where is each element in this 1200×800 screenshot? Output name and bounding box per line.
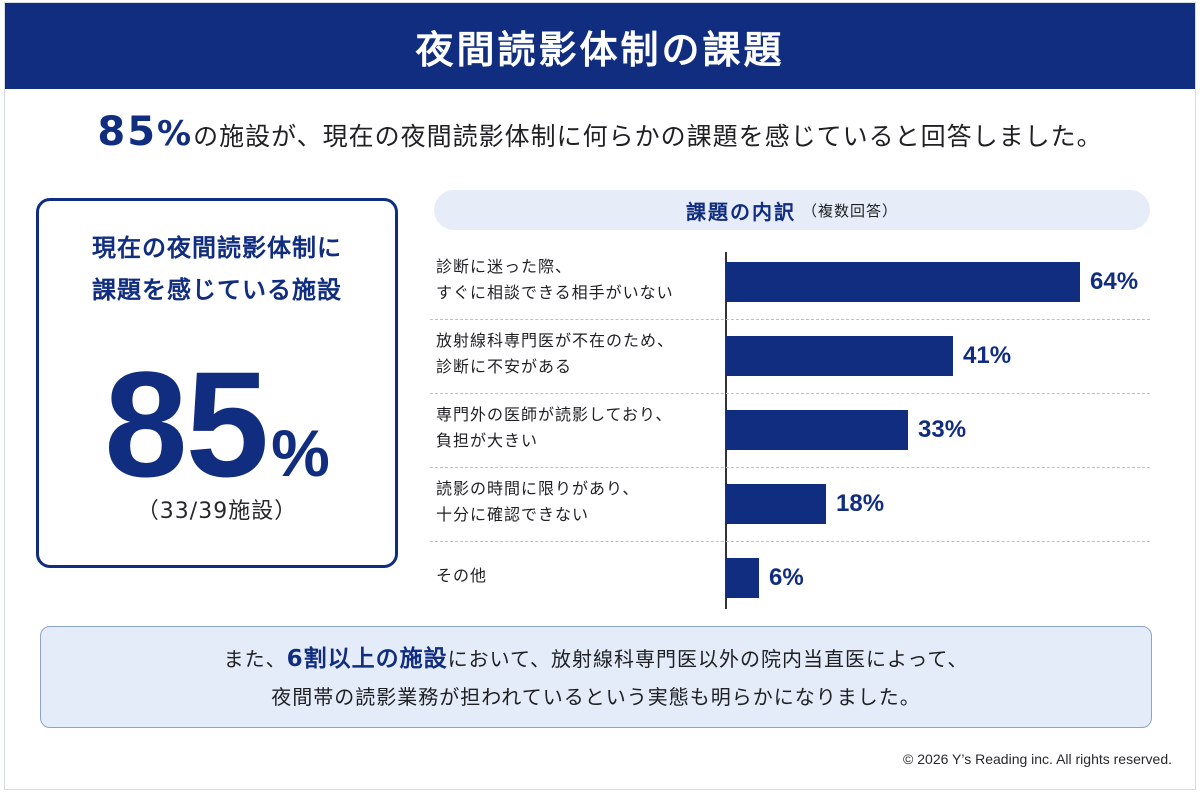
bar-value-label: 64% [1090, 268, 1139, 295]
category-label-line: 十分に確認できない [436, 505, 590, 524]
page-header: 夜間読影体制の課題 [5, 3, 1195, 89]
summary-number-pct: % [271, 416, 330, 490]
bar [726, 558, 759, 598]
summary-title: 現在の夜間読影体制に 課題を感じている施設 [39, 227, 395, 311]
summary-box: 現在の夜間読影体制に 課題を感じている施設 85% （33/39施設） [36, 198, 398, 568]
bar-value-label: 41% [963, 342, 1012, 369]
category-label: 放射線科専門医が不在のため、 診断に不安がある [436, 328, 726, 380]
category-label-line: 診断に不安がある [436, 357, 573, 376]
bar [726, 410, 908, 450]
summary-subtext: （33/39施設） [136, 499, 298, 524]
category-label: 読影の時間に限りがあり、 十分に確認できない [436, 476, 726, 528]
summary-number-value: 85 [104, 340, 269, 508]
category-label-line: 読影の時間に限りがあり、 [436, 479, 640, 498]
conclusion-note: また、6割以上の施設において、放射線科専門医以外の院内当直医によって、 夜間帯の… [40, 626, 1152, 728]
note-mid: において、放射線科専門医以外の院内当直医によって、 [447, 647, 969, 671]
bar [726, 262, 1080, 302]
lead-big-number: 85 [97, 109, 158, 155]
summary-title-line1: 現在の夜間読影体制に [92, 234, 342, 262]
category-label: その他 [436, 563, 726, 589]
breakdown-title: 課題の内訳 [685, 199, 796, 224]
category-label: 診断に迷った際、すぐに相談できる相手がいない [436, 254, 726, 306]
bar [726, 336, 953, 376]
lead-statement: 85%の施設が、現在の夜間読影体制に何らかの課題を感じていると回答しました。 [0, 110, 1200, 159]
breakdown-subtitle: （複数回答） [801, 201, 898, 220]
category-label-line: その他 [436, 566, 488, 585]
row-divider [430, 393, 1150, 394]
row-divider [430, 467, 1150, 468]
copyright: © 2026 Y’s Reading inc. All rights reser… [903, 751, 1172, 767]
category-label-line: 放射線科専門医が不在のため、 [436, 331, 675, 350]
category-label: 専門外の医師が読影しており、 負担が大きい [436, 402, 726, 454]
category-label-line: 診断に迷った際、 [436, 257, 573, 276]
note-line1: また、6割以上の施設において、放射線科専門医以外の院内当直医によって、 [41, 640, 1151, 678]
category-label-line: 専門外の医師が読影しており、 [436, 405, 673, 424]
lead-text: の施設が、現在の夜間読影体制に何らかの課題を感じていると回答しました。 [193, 122, 1103, 151]
category-label-line: すぐに相談できる相手がいない [436, 283, 674, 302]
note-highlight: 6割以上の施設 [286, 646, 448, 672]
note-pre: また、 [223, 647, 287, 671]
row-divider [430, 541, 1150, 542]
bar [726, 484, 826, 524]
breakdown-bar-chart: 診断に迷った際、 すぐに相談できる相手がいない 64% 放射線科専門医が不在のため、診… [430, 240, 1170, 612]
lead-big-pct: % [157, 114, 194, 154]
bar-value-label: 6% [769, 564, 804, 591]
breakdown-heading: 課題の内訳 （複数回答） [434, 190, 1150, 230]
page-title: 夜間読影体制の課題 [415, 27, 785, 72]
bar-value-label: 33% [918, 416, 967, 443]
note-line2: 夜間帯の読影業務が担われているという実態も明らかになりました。 [271, 685, 921, 709]
category-label-line: 負担が大きい [436, 431, 539, 450]
summary-title-line2: 課題を感じている施設 [92, 276, 342, 304]
summary-number: 85% [39, 329, 395, 567]
bar-value-label: 18% [836, 490, 885, 517]
row-divider [430, 319, 1150, 320]
